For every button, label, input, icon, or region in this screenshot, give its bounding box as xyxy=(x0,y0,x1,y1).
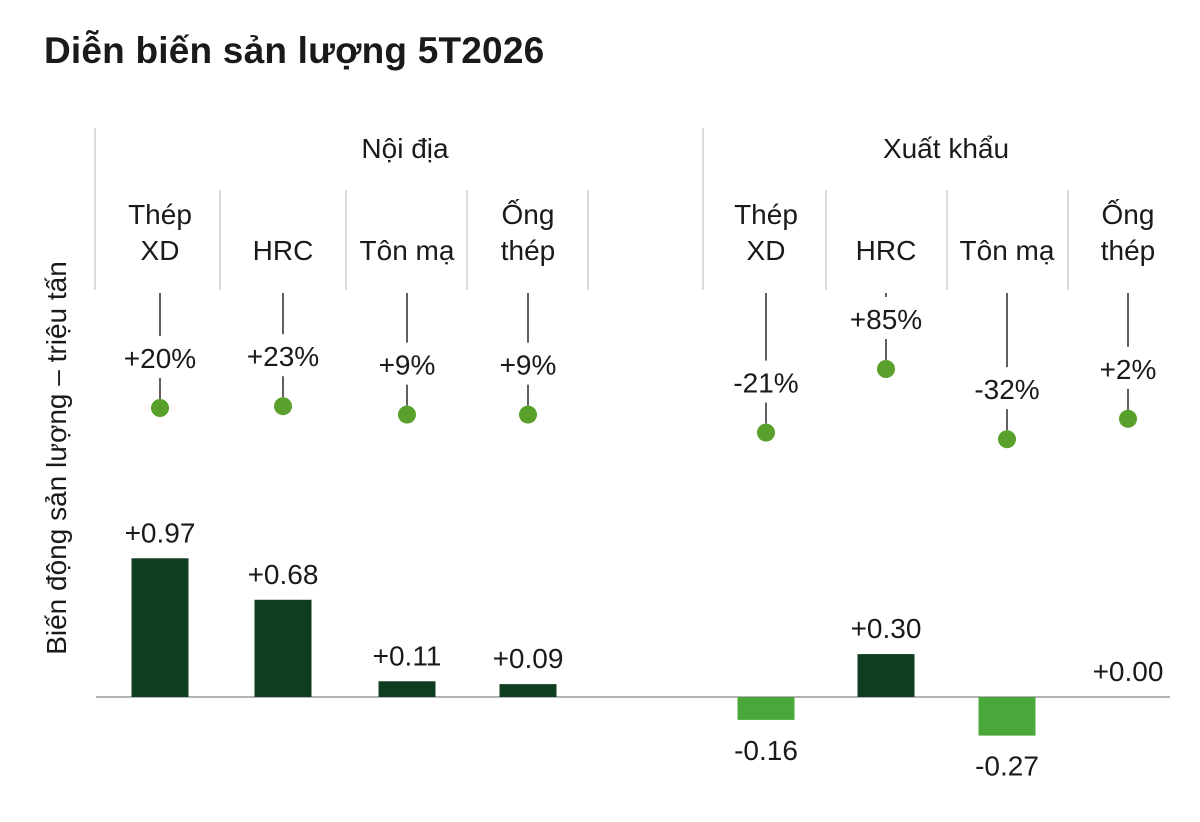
pct-dot xyxy=(1119,409,1137,428)
pct-dot xyxy=(519,405,537,424)
group-header: Xuất khẩu xyxy=(883,133,1009,164)
category-label-line2: thép xyxy=(501,235,556,266)
pct-dot xyxy=(998,430,1016,449)
bar-value-label: +0.30 xyxy=(851,613,922,644)
category-label-line1: Thép xyxy=(128,199,192,230)
pct-label: -21% xyxy=(733,368,798,399)
bar xyxy=(737,697,795,720)
category-label-line1: Ống xyxy=(502,198,555,230)
bar xyxy=(857,654,915,697)
category-label: Tôn mạ xyxy=(960,235,1055,266)
group-header: Nội địa xyxy=(361,133,449,164)
pct-dot xyxy=(274,397,292,416)
pct-label: +9% xyxy=(379,350,436,381)
bar-value-label: -0.16 xyxy=(734,735,798,766)
pct-label: -32% xyxy=(974,374,1039,405)
pct-dot xyxy=(151,399,169,417)
bar-value-label: +0.09 xyxy=(493,643,564,674)
category-label-line1: Ống xyxy=(1102,198,1155,230)
pct-dot xyxy=(757,423,775,442)
bar-value-label: +0.97 xyxy=(125,517,196,548)
category-label: HRC xyxy=(253,235,314,266)
bar-value-label: +0.00 xyxy=(1093,656,1164,687)
pct-dot xyxy=(398,405,416,424)
pct-label: +20% xyxy=(124,343,196,374)
chart-title: Diễn biến sản lượng 5T2026 xyxy=(44,30,545,71)
category-label-line2: XD xyxy=(141,235,180,266)
category-label-line1: Thép xyxy=(734,199,798,230)
pct-label: +9% xyxy=(500,350,557,381)
category-label-line2: thép xyxy=(1101,235,1156,266)
pct-label: +85% xyxy=(850,304,922,335)
category-label-line2: XD xyxy=(747,235,786,266)
category-label: Tôn mạ xyxy=(360,235,455,266)
y-axis-label: Biến động sản lượng – triệu tấn xyxy=(41,261,72,655)
bar xyxy=(378,681,436,697)
category-label: HRC xyxy=(856,235,917,266)
pct-label: +2% xyxy=(1100,354,1157,385)
bar xyxy=(131,558,189,697)
pct-dot xyxy=(877,360,895,378)
pct-label: +23% xyxy=(247,341,319,372)
bar xyxy=(254,599,312,697)
bar xyxy=(978,697,1036,736)
bar xyxy=(499,684,557,697)
bar-value-label: +0.11 xyxy=(373,640,442,671)
bar-value-label: +0.68 xyxy=(248,559,319,590)
bar-value-label: -0.27 xyxy=(975,751,1039,782)
